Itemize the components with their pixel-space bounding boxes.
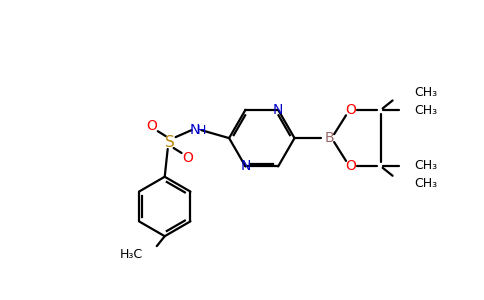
Text: N: N	[240, 159, 251, 173]
Text: N: N	[189, 123, 199, 137]
Text: CH₃: CH₃	[414, 159, 438, 172]
Text: O: O	[146, 119, 157, 133]
Text: H₃C: H₃C	[120, 248, 143, 260]
Text: S: S	[165, 135, 175, 150]
Text: O: O	[346, 103, 356, 117]
Text: O: O	[346, 159, 356, 173]
Text: CH₃: CH₃	[414, 177, 438, 190]
Text: CH₃: CH₃	[414, 104, 438, 117]
Text: N: N	[273, 103, 283, 117]
Text: O: O	[182, 151, 193, 165]
Text: H: H	[197, 124, 206, 137]
Text: CH₃: CH₃	[414, 86, 438, 99]
Text: B: B	[324, 131, 334, 145]
